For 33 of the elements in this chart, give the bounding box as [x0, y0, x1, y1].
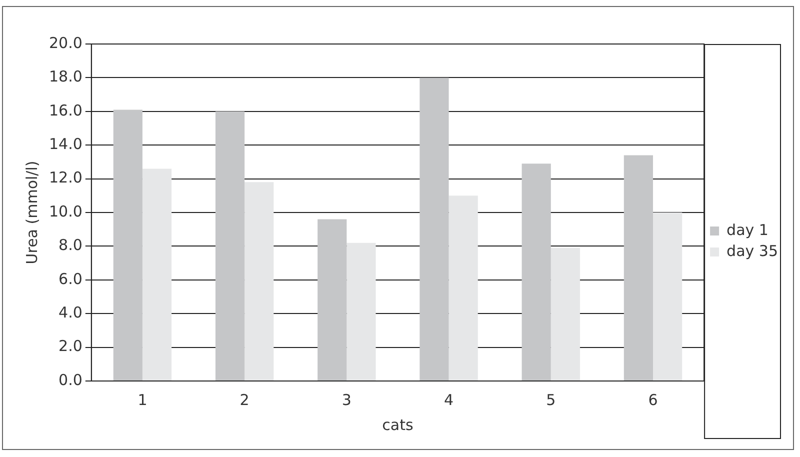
- y-tick-label: 12.0: [48, 168, 82, 187]
- x-tick-label: 4: [444, 390, 454, 409]
- bar: [624, 155, 653, 380]
- x-tick-label: 3: [342, 390, 352, 409]
- x-axis-title: cats: [382, 416, 414, 434]
- bar: [244, 182, 274, 380]
- y-tick-label: 2.0: [58, 337, 82, 356]
- bar: [448, 196, 478, 380]
- bar: [318, 219, 347, 380]
- y-tick-label: 16.0: [48, 101, 82, 120]
- legend-label: day 35: [726, 242, 778, 260]
- x-tick-label: 5: [546, 390, 556, 409]
- y-tick-label: 20.0: [48, 34, 82, 52]
- bar: [142, 168, 172, 380]
- y-tick-label: 6.0: [58, 270, 82, 288]
- x-tick-label: 2: [240, 390, 250, 409]
- y-tick-label: 10.0: [48, 202, 82, 220]
- bar: [653, 212, 682, 380]
- bar: [550, 248, 580, 380]
- legend-label: day 1: [726, 220, 768, 239]
- x-tick-label: 1: [138, 390, 148, 409]
- y-tick-label: 0.0: [58, 370, 82, 389]
- y-axis-title: Urea (mmol/l): [22, 160, 41, 264]
- y-tick-label: 8.0: [58, 236, 82, 254]
- bar: [215, 111, 245, 380]
- x-tick-label: 6: [648, 390, 658, 409]
- bar: [346, 242, 376, 380]
- bar: [420, 78, 449, 380]
- bar: [113, 110, 142, 380]
- y-tick-label: 18.0: [48, 68, 82, 86]
- y-tick-label: 14.0: [48, 134, 82, 153]
- bar: [522, 164, 551, 380]
- y-tick-label: 4.0: [58, 303, 82, 322]
